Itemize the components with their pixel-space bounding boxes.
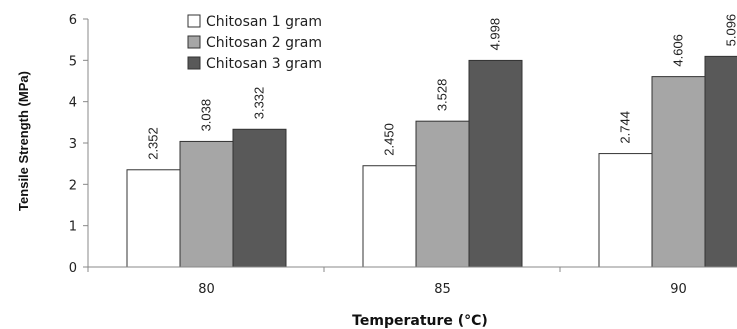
legend-swatch [187,56,201,70]
data-label: 3.038 [199,99,214,132]
axes-layer: 0 1 2 3 4 5 6 80 85 90 [69,13,737,297]
data-labels-layer: 2.352 3.038 3.332 2.450 3.528 4.998 2.744 4.606… [146,14,737,160]
bar-chitosan-3-gram-85 [468,59,523,268]
legend-label: Chitosan 3 gram [206,56,322,72]
bars-layer [126,55,737,268]
y-tick-label: 4 [69,96,77,111]
x-tick-label: 80 [198,282,215,297]
y-axis-title: Tensile Strength (MPa) [16,71,31,211]
data-label: 2.352 [146,127,161,160]
y-tick-label: 0 [69,261,77,276]
legend-swatch [187,35,201,49]
data-label: 3.332 [252,87,267,120]
y-tick-label: 5 [69,54,77,69]
y-tick-label: 1 [69,220,77,235]
bar-chitosan-1-gram-85 [362,165,417,268]
legend-swatch [187,14,201,28]
bar-chitosan-3-gram-80 [232,128,287,268]
bar-chitosan-2-gram-85 [415,120,470,268]
data-label: 2.450 [382,123,397,156]
data-label: 5.096 [724,14,737,47]
data-label: 3.528 [435,79,450,112]
y-tick-label: 2 [69,178,77,193]
x-tick-label: 85 [434,282,451,297]
bar-chitosan-2-gram-90 [651,76,706,268]
bar-chitosan-3-gram-90 [704,55,737,268]
legend-label: Chitosan 2 gram [206,35,322,51]
x-tick-label: 90 [670,282,687,297]
data-label: 4.606 [671,34,686,67]
y-tick-label: 3 [69,137,77,152]
y-tick-label: 6 [69,13,77,28]
data-label: 4.998 [488,18,503,51]
legend: Chitosan 1 gram Chitosan 2 gram Chitosan 3… [187,14,322,72]
x-axis-title: Temperature (°C) [352,313,488,329]
legend-label: Chitosan 1 gram [206,14,322,30]
bar-chitosan-1-gram-90 [598,153,653,268]
bar-chitosan-2-gram-80 [179,140,234,268]
bar-chitosan-1-gram-80 [126,169,181,268]
data-label: 2.744 [618,111,633,144]
